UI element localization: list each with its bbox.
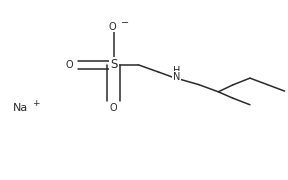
Text: O: O: [109, 22, 116, 32]
Text: +: +: [32, 99, 39, 108]
Text: Na: Na: [13, 103, 28, 113]
Text: N: N: [173, 71, 180, 82]
Text: S: S: [110, 58, 118, 71]
Text: O: O: [110, 103, 118, 113]
Text: O: O: [66, 60, 73, 70]
Text: H: H: [173, 66, 180, 76]
Text: −: −: [121, 17, 129, 28]
